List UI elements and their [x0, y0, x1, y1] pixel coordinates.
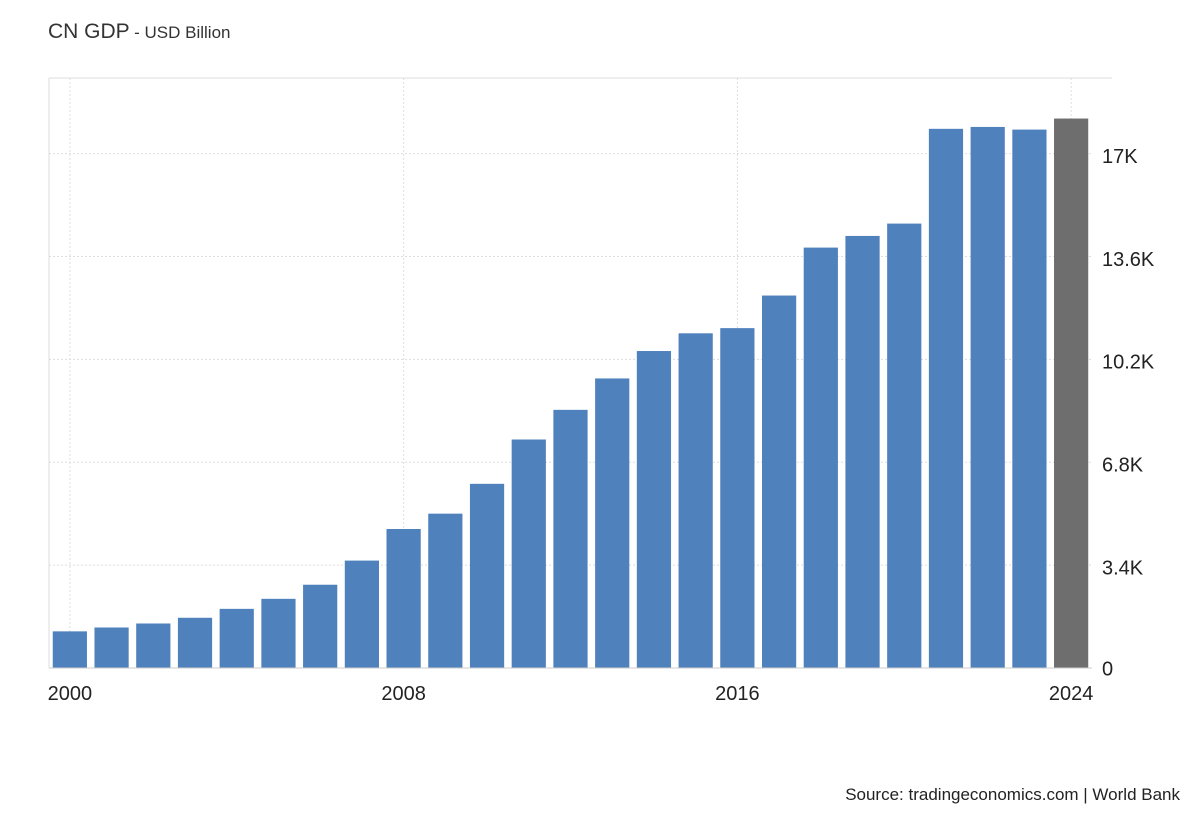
bar-2013: [595, 378, 630, 668]
bar-2009: [428, 513, 463, 668]
bar-2021: [928, 128, 964, 668]
bar-2022: [970, 126, 1005, 668]
bar-2020: [887, 223, 922, 668]
x-tick-label: 2024: [1049, 683, 1094, 705]
bar-2023: [1012, 129, 1047, 669]
y-tick-label: 3.4K: [1102, 557, 1144, 579]
bar-2018: [803, 247, 838, 668]
bar-2012: [553, 409, 588, 668]
bar-2007: [344, 560, 379, 668]
bar-2011: [511, 439, 546, 668]
y-tick-label: 13.6K: [1102, 249, 1155, 271]
y-tick-label: 10.2K: [1102, 352, 1155, 374]
bar-2017: [761, 295, 797, 668]
bar-2010: [469, 483, 505, 668]
bar-2014: [636, 351, 672, 668]
bar-2016: [720, 328, 755, 668]
y-tick-label: 0: [1102, 658, 1113, 680]
bar-2004: [219, 608, 254, 668]
chart-title: CN GDP - USD Billion: [48, 20, 231, 44]
title-subtitle: - USD Billion: [134, 23, 231, 42]
y-tick-label: 6.8K: [1102, 455, 1144, 477]
bar-2006: [303, 584, 338, 668]
bar-2005: [261, 598, 296, 668]
bar-2003: [177, 617, 213, 668]
bar-2008: [386, 529, 421, 668]
y-tick-label: 17K: [1102, 146, 1138, 168]
bar-2002: [136, 623, 171, 668]
bar-2015: [678, 333, 713, 668]
x-tick-label: 2008: [381, 683, 426, 705]
bar-chart: 0 3.4K 6.8K 10.2K 13.6K 17K 2000 2008 2016 2024: [48, 77, 1155, 705]
bar-2019: [845, 235, 880, 668]
source-note: Source: tradingeconomics.com | World Ban…: [845, 785, 1180, 804]
x-tick-label: 2000: [48, 683, 93, 705]
x-tick-label: 2016: [715, 683, 760, 705]
title-main: CN GDP: [48, 20, 130, 43]
bar-2024: [1054, 118, 1089, 669]
bar-2001: [94, 627, 129, 668]
bar-2000: [52, 631, 87, 668]
